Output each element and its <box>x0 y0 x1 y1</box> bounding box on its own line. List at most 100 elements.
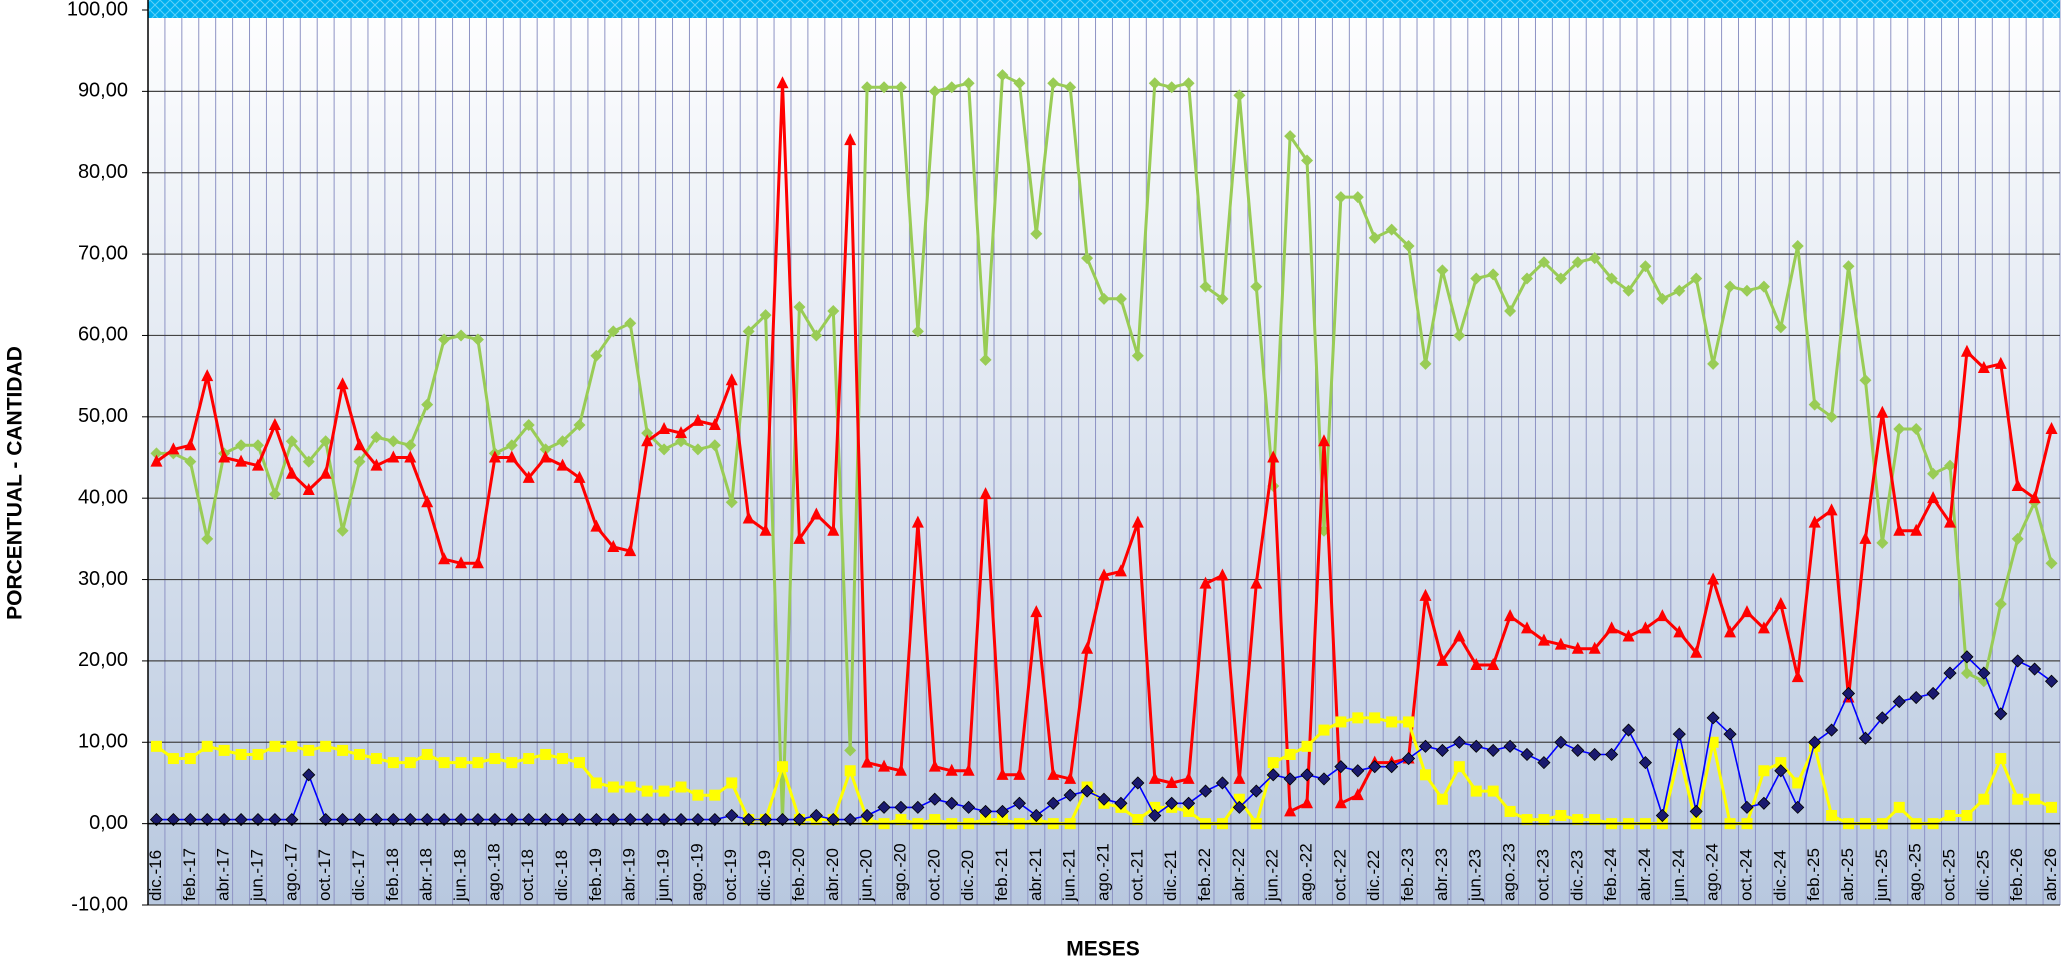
marker <box>692 789 704 801</box>
marker <box>505 450 518 463</box>
marker <box>1418 739 1433 753</box>
marker <box>1774 321 1787 334</box>
marker <box>251 439 264 452</box>
marker <box>184 753 196 765</box>
x-tick-label: abr.-23 <box>1432 848 1451 901</box>
x-tick-label: ago.-22 <box>1297 843 1316 901</box>
marker <box>1149 801 1161 813</box>
marker <box>1215 776 1230 790</box>
x-tick-label: oct.-20 <box>924 849 943 901</box>
marker <box>1521 814 1533 826</box>
marker <box>1351 191 1364 204</box>
marker <box>1081 641 1094 654</box>
marker <box>557 753 569 765</box>
marker <box>1301 740 1313 752</box>
marker <box>1030 605 1043 618</box>
marker <box>624 317 637 330</box>
marker <box>1487 657 1500 670</box>
marker <box>286 740 298 752</box>
marker <box>1858 731 1872 745</box>
x-tick-label: abr.-22 <box>1229 848 1248 901</box>
marker <box>1656 609 1669 622</box>
marker <box>1504 609 1517 622</box>
marker <box>1233 793 1245 805</box>
y-axis-title: PORCENTUAL - CANTIDAD <box>4 346 27 620</box>
marker <box>844 765 856 777</box>
marker <box>336 524 349 537</box>
marker <box>404 450 417 463</box>
y-tick-label: -10,00 <box>71 893 128 915</box>
marker <box>505 439 518 452</box>
series <box>150 76 2058 817</box>
marker <box>1419 769 1431 781</box>
marker <box>150 740 162 752</box>
marker <box>894 763 907 776</box>
x-tick-label: feb.-18 <box>383 848 402 901</box>
marker <box>471 556 484 569</box>
marker <box>759 523 772 536</box>
marker <box>251 813 265 827</box>
marker <box>2011 654 2025 668</box>
marker <box>235 748 247 760</box>
marker <box>472 757 484 769</box>
marker <box>1893 523 1906 536</box>
marker <box>235 439 248 452</box>
marker <box>1403 716 1415 728</box>
x-tick-label: ago.-23 <box>1500 843 1519 901</box>
marker <box>1927 491 1940 504</box>
marker <box>641 434 654 447</box>
y-tick-label: 90,00 <box>78 80 128 102</box>
marker <box>1436 793 1448 805</box>
marker <box>1402 239 1415 252</box>
marker <box>742 813 756 827</box>
marker <box>302 483 315 496</box>
marker <box>1148 77 1161 90</box>
x-tick-label: feb.-17 <box>180 848 199 901</box>
y-tick-label: 70,00 <box>78 242 128 264</box>
marker <box>1825 503 1838 516</box>
marker <box>911 800 925 814</box>
marker <box>1114 796 1128 810</box>
marker <box>1655 808 1669 823</box>
marker <box>2029 793 2041 805</box>
marker <box>894 800 908 814</box>
x-tick-label: jun.-17 <box>247 849 266 902</box>
marker <box>302 768 316 782</box>
marker <box>1588 747 1602 762</box>
marker <box>1351 764 1365 778</box>
marker <box>1368 231 1381 244</box>
marker <box>539 450 552 463</box>
x-tick-label: abr.-25 <box>1838 848 1857 901</box>
marker <box>809 808 823 823</box>
marker <box>572 813 587 827</box>
marker <box>1943 666 1957 680</box>
marker <box>996 767 1009 780</box>
marker <box>623 813 637 827</box>
marker <box>1470 657 1483 670</box>
marker <box>370 753 382 765</box>
marker <box>1284 748 1296 760</box>
marker <box>1165 796 1179 810</box>
x-tick-label: abr.-17 <box>214 848 233 901</box>
marker <box>1046 796 1060 810</box>
marker <box>1114 564 1127 577</box>
marker <box>1351 788 1364 801</box>
marker <box>708 439 721 452</box>
x-tick-label: feb.-26 <box>2007 848 2026 901</box>
marker <box>556 458 569 471</box>
marker <box>1233 89 1246 102</box>
marker <box>725 373 738 386</box>
marker <box>962 763 975 776</box>
marker <box>488 813 502 827</box>
marker <box>1639 621 1652 634</box>
marker <box>1672 727 1686 741</box>
marker <box>319 466 332 479</box>
marker <box>1249 784 1263 798</box>
marker <box>911 325 924 338</box>
marker <box>438 757 450 769</box>
marker <box>1030 227 1043 240</box>
marker <box>2028 662 2042 676</box>
marker <box>150 454 163 467</box>
marker <box>1334 760 1348 774</box>
x-tick-label: oct.-17 <box>315 849 334 901</box>
